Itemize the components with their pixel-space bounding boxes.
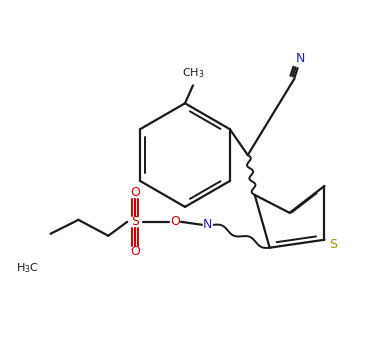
Text: H$_3$C: H$_3$C [16, 261, 39, 274]
Text: O: O [170, 215, 180, 228]
Text: O: O [130, 187, 140, 199]
Text: CH$_3$: CH$_3$ [182, 66, 204, 80]
Text: S: S [131, 215, 139, 228]
Text: O: O [130, 245, 140, 258]
Text: N: N [203, 218, 213, 231]
Text: N: N [296, 52, 305, 65]
Text: S: S [329, 238, 337, 251]
